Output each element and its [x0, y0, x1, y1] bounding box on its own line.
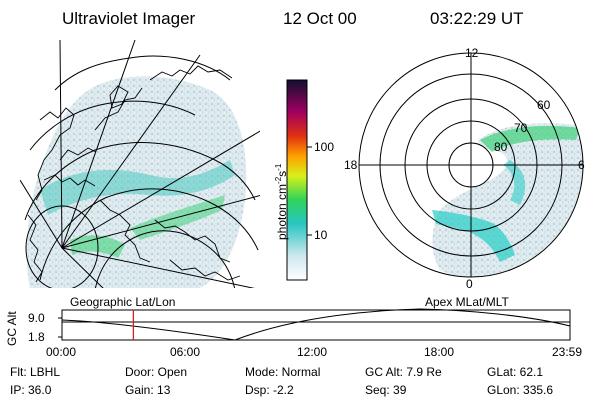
lat-label-60: 60 [537, 98, 551, 112]
altitude-plot [58, 308, 571, 341]
lat-label-70: 70 [514, 121, 528, 135]
polar-plot [358, 52, 584, 278]
altitude-xtick-0000: 00:00 [46, 345, 77, 359]
altitude-xtick-2359: 23:59 [552, 345, 583, 359]
info-sequence: Seq: 39 [365, 383, 407, 397]
mlt-label-top: 12 [465, 46, 479, 60]
altitude-xtick-0600: 06:00 [170, 345, 201, 359]
info-dsp: Dsp: -2.2 [245, 383, 294, 397]
info-ip: IP: 36.0 [10, 383, 52, 397]
colorbar [286, 79, 312, 281]
info-glon: GLon: 335.6 [487, 383, 554, 397]
mlt-label-left: 18 [344, 158, 358, 172]
mlt-label-bottom: 0 [466, 277, 473, 291]
observation-time: 03:22:29 UT [430, 9, 524, 28]
instrument-title: Ultraviolet Imager [62, 9, 196, 28]
altitude-ylabel: GC Alt [5, 311, 19, 346]
altitude-ytick-high: 9.0 [28, 311, 45, 325]
geographic-map [20, 39, 260, 288]
right-panel-caption: Apex MLat/MLT [425, 295, 509, 309]
info-door: Door: Open [125, 365, 188, 379]
colorbar-tick-10: 10 [314, 228, 328, 242]
info-glat: GLat: 62.1 [487, 365, 544, 379]
lat-label-80: 80 [494, 140, 508, 154]
info-gc-altitude: GC Alt: 7.9 Re [365, 365, 442, 379]
altitude-ytick-low: 1.8 [28, 330, 45, 344]
info-gain: Gain: 13 [125, 383, 171, 397]
info-filter: Flt: LBHL [10, 365, 61, 379]
left-panel-caption: Geographic Lat/Lon [70, 295, 176, 309]
mlt-label-right: 6 [578, 158, 585, 172]
altitude-xtick-1800: 18:00 [424, 345, 455, 359]
observation-date: 12 Oct 00 [283, 9, 357, 28]
altitude-xtick-1200: 12:00 [297, 345, 328, 359]
colorbar-tick-100: 100 [314, 140, 335, 154]
colorbar-unit-label: photon cm-2s-1 [274, 163, 289, 240]
info-mode: Mode: Normal [245, 365, 321, 379]
